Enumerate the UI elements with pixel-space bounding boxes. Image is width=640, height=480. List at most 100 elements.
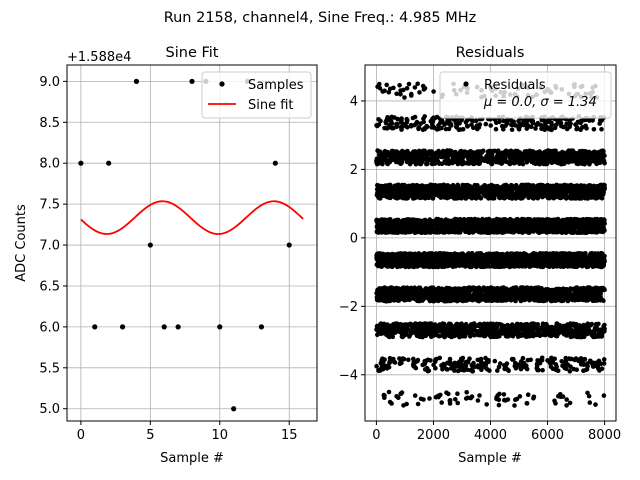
residual-point: [601, 393, 607, 398]
residuals-ytick-label: 4: [350, 94, 358, 109]
sample-point: [272, 160, 278, 166]
residuals-ytick-label: 2: [350, 163, 358, 178]
residuals-xtick-label: 4000: [474, 428, 507, 443]
residual-point: [427, 396, 432, 401]
residual-point: [601, 357, 607, 362]
sample-point: [217, 324, 223, 330]
residual-point: [538, 122, 543, 128]
legend-sine-fit-label: Sine fit: [248, 98, 294, 113]
residual-point: [390, 334, 396, 340]
residual-point: [599, 127, 604, 132]
sine-fit-title: Sine Fit: [166, 45, 219, 61]
residual-point: [401, 403, 406, 408]
residual-point: [404, 116, 410, 122]
residual-point: [591, 127, 597, 132]
figure-suptitle: Run 2158, channel4, Sine Freq.: 4.985 MH…: [164, 10, 477, 26]
sample-point: [231, 406, 237, 412]
sine-fit-offset-label: +1.588e4: [67, 50, 131, 65]
residual-point: [569, 356, 575, 362]
residual-point: [492, 358, 498, 364]
sine-fit-xtick-label: 5: [146, 428, 154, 443]
residual-point: [386, 389, 392, 395]
residual-point: [559, 359, 564, 364]
residual-point: [578, 356, 584, 361]
residual-point: [483, 121, 489, 127]
sine-fit-ytick-label: 5.5: [39, 361, 60, 376]
sine-fit-xtick-label: 0: [77, 428, 85, 443]
residual-point: [533, 126, 538, 131]
sine-fit-ytick-label: 6.5: [39, 279, 60, 294]
residual-point: [496, 402, 502, 408]
sample-point: [92, 324, 98, 330]
residual-point: [415, 81, 421, 87]
residual-point: [525, 392, 531, 398]
sine-fit-ytick-label: 7.0: [39, 239, 60, 254]
residual-point: [587, 400, 593, 405]
sine-fit-axes-frame: [66, 64, 318, 422]
residual-point: [374, 363, 379, 369]
sine-fit-ytick-label: 8.0: [39, 157, 60, 172]
residual-point: [415, 401, 421, 407]
residual-point: [574, 126, 579, 132]
residuals-ytick-label: −2: [339, 300, 358, 315]
residual-point: [394, 91, 400, 97]
residual-point: [585, 390, 590, 396]
residuals-title: Residuals: [456, 45, 525, 61]
sample-point: [161, 324, 167, 330]
residual-point: [460, 127, 466, 132]
residuals-xtick-label: 0: [372, 428, 380, 443]
legend-samples-marker: [219, 81, 225, 87]
residuals-xtick-label: 8000: [588, 428, 621, 443]
residual-point: [406, 357, 411, 363]
sine-fit-xlabel: Sample #: [160, 451, 224, 466]
sine-fit-xtick-label: 15: [281, 428, 298, 443]
sine-fit-curve: [80, 200, 304, 235]
residual-point: [501, 118, 507, 124]
sine-fit-panel: Sine Fit 0 5 10 155.05.56.06.57.07.58.08.59…: [14, 45, 318, 466]
residual-point: [422, 114, 428, 119]
sample-point: [106, 160, 112, 166]
residuals-ytick-label: −4: [339, 368, 358, 383]
residual-point: [406, 81, 412, 87]
residual-point: [397, 83, 402, 88]
residual-point: [593, 402, 598, 407]
residual-point: [509, 356, 515, 362]
sine-fit-ytick-label: 8.5: [39, 116, 60, 131]
legend-samples-label: Samples: [248, 78, 304, 93]
residual-point: [382, 125, 387, 131]
residuals-xtick-label: 6000: [531, 428, 564, 443]
sample-point: [119, 324, 126, 330]
residual-point: [436, 394, 441, 400]
residuals-ytick-label: 0: [350, 231, 358, 246]
residual-point: [389, 114, 395, 120]
residual-point: [428, 358, 433, 363]
residual-point: [578, 127, 583, 133]
residual-point: [463, 396, 469, 401]
sample-point: [189, 78, 195, 84]
residual-point: [394, 394, 399, 399]
residual-point: [455, 391, 460, 397]
residual-point: [503, 364, 508, 370]
residual-point: [484, 402, 490, 407]
sample-point: [175, 324, 181, 330]
residual-point: [597, 121, 602, 126]
sine-fit-ytick-label: 9.0: [39, 75, 60, 90]
residual-point: [512, 403, 517, 408]
sine-fit-ytick-label: 6.0: [39, 320, 60, 335]
residual-point: [517, 394, 523, 399]
sample-point: [78, 160, 84, 166]
residual-point: [509, 127, 515, 132]
residual-point: [382, 393, 387, 398]
residual-point: [601, 361, 607, 366]
residual-point: [479, 367, 484, 373]
residual-point: [471, 360, 476, 366]
residual-point: [421, 119, 427, 125]
sine-fit-legend: Samples Sine fit: [201, 71, 312, 119]
residual-point: [422, 86, 428, 91]
residual-point: [480, 148, 486, 154]
sine-fit-ytick-label: 7.5: [39, 198, 60, 213]
sine-fit-ytick-label: 5.0: [39, 402, 60, 417]
residual-point: [402, 95, 407, 100]
